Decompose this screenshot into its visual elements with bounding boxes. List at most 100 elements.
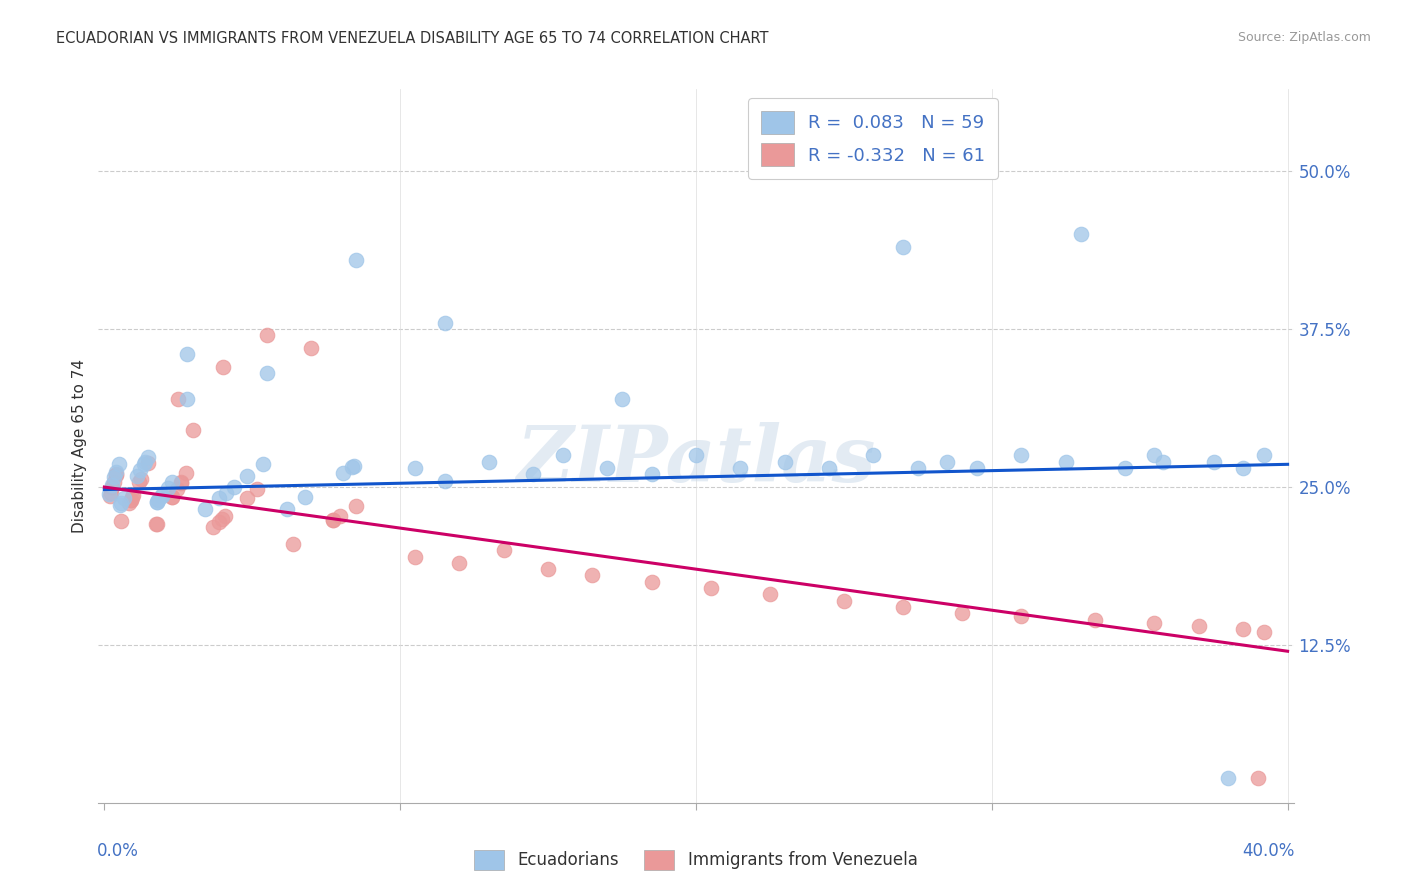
Point — [773, 455, 796, 469]
Point — [322, 513, 344, 527]
Point — [166, 483, 188, 497]
Point — [100, 478, 122, 492]
Point — [404, 461, 426, 475]
Point — [104, 467, 127, 482]
Point — [966, 461, 988, 475]
Point — [1084, 613, 1107, 627]
Point — [433, 474, 456, 488]
Point — [162, 490, 184, 504]
Point — [907, 461, 929, 475]
Point — [1218, 771, 1240, 785]
Point — [891, 240, 914, 254]
Point — [1232, 622, 1254, 636]
Point — [700, 581, 723, 595]
Point — [551, 449, 574, 463]
Point — [208, 491, 231, 506]
Point — [211, 360, 233, 375]
Point — [214, 486, 236, 500]
Point — [433, 316, 456, 330]
Point — [404, 549, 426, 564]
Point — [1202, 455, 1225, 469]
Point — [222, 480, 245, 494]
Point — [146, 493, 169, 508]
Text: 0.0%: 0.0% — [97, 842, 139, 860]
Point — [1054, 455, 1077, 469]
Point — [150, 489, 173, 503]
Point — [98, 489, 121, 503]
Point — [211, 512, 233, 526]
Point — [1143, 449, 1166, 463]
Point — [150, 488, 173, 502]
Point — [107, 457, 129, 471]
Point — [145, 517, 167, 532]
Point — [252, 457, 274, 471]
Point — [329, 508, 352, 523]
Point — [246, 482, 269, 496]
Point — [256, 328, 278, 343]
Point — [146, 516, 169, 531]
Point — [832, 593, 855, 607]
Point — [685, 449, 707, 463]
Point — [344, 252, 367, 267]
Point — [110, 514, 132, 528]
Point — [208, 515, 231, 529]
Point — [136, 450, 159, 464]
Point — [449, 556, 471, 570]
Point — [1253, 449, 1275, 463]
Text: ECUADORIAN VS IMMIGRANTS FROM VENEZUELA DISABILITY AGE 65 TO 74 CORRELATION CHAR: ECUADORIAN VS IMMIGRANTS FROM VENEZUELA … — [56, 31, 769, 46]
Point — [862, 449, 884, 463]
Point — [236, 491, 259, 505]
Point — [294, 490, 316, 504]
Point — [104, 468, 127, 483]
Point — [160, 475, 183, 490]
Point — [299, 341, 322, 355]
Point — [122, 487, 145, 501]
Point — [129, 463, 152, 477]
Point — [104, 465, 127, 479]
Point — [640, 574, 662, 589]
Point — [100, 486, 122, 500]
Point — [132, 457, 155, 471]
Point — [103, 475, 125, 489]
Point — [103, 470, 125, 484]
Point — [194, 502, 217, 516]
Point — [176, 347, 198, 361]
Point — [176, 466, 198, 480]
Point — [730, 461, 752, 475]
Point — [170, 475, 193, 489]
Point — [108, 498, 131, 512]
Text: ZIPatlas: ZIPatlas — [516, 422, 876, 499]
Point — [236, 469, 259, 483]
Point — [322, 513, 344, 527]
Point — [120, 493, 142, 508]
Point — [1010, 608, 1032, 623]
Point — [1143, 616, 1166, 631]
Point — [1232, 461, 1254, 475]
Point — [1114, 461, 1136, 475]
Point — [162, 490, 184, 504]
Point — [146, 495, 169, 509]
Text: 40.0%: 40.0% — [1243, 842, 1295, 860]
Point — [492, 543, 515, 558]
Point — [340, 460, 363, 475]
Point — [936, 455, 959, 469]
Point — [181, 423, 204, 437]
Point — [118, 496, 141, 510]
Point — [167, 392, 190, 406]
Point — [256, 367, 278, 381]
Point — [1247, 771, 1270, 785]
Point — [818, 461, 841, 475]
Y-axis label: Disability Age 65 to 74: Disability Age 65 to 74 — [72, 359, 87, 533]
Point — [202, 519, 225, 533]
Point — [346, 500, 368, 514]
Point — [950, 607, 973, 621]
Point — [343, 459, 366, 474]
Point — [759, 587, 782, 601]
Point — [581, 568, 603, 582]
Point — [156, 481, 179, 495]
Point — [112, 491, 135, 505]
Point — [478, 455, 501, 469]
Point — [640, 467, 662, 482]
Legend: Ecuadorians, Immigrants from Venezuela: Ecuadorians, Immigrants from Venezuela — [468, 843, 924, 877]
Point — [891, 600, 914, 615]
